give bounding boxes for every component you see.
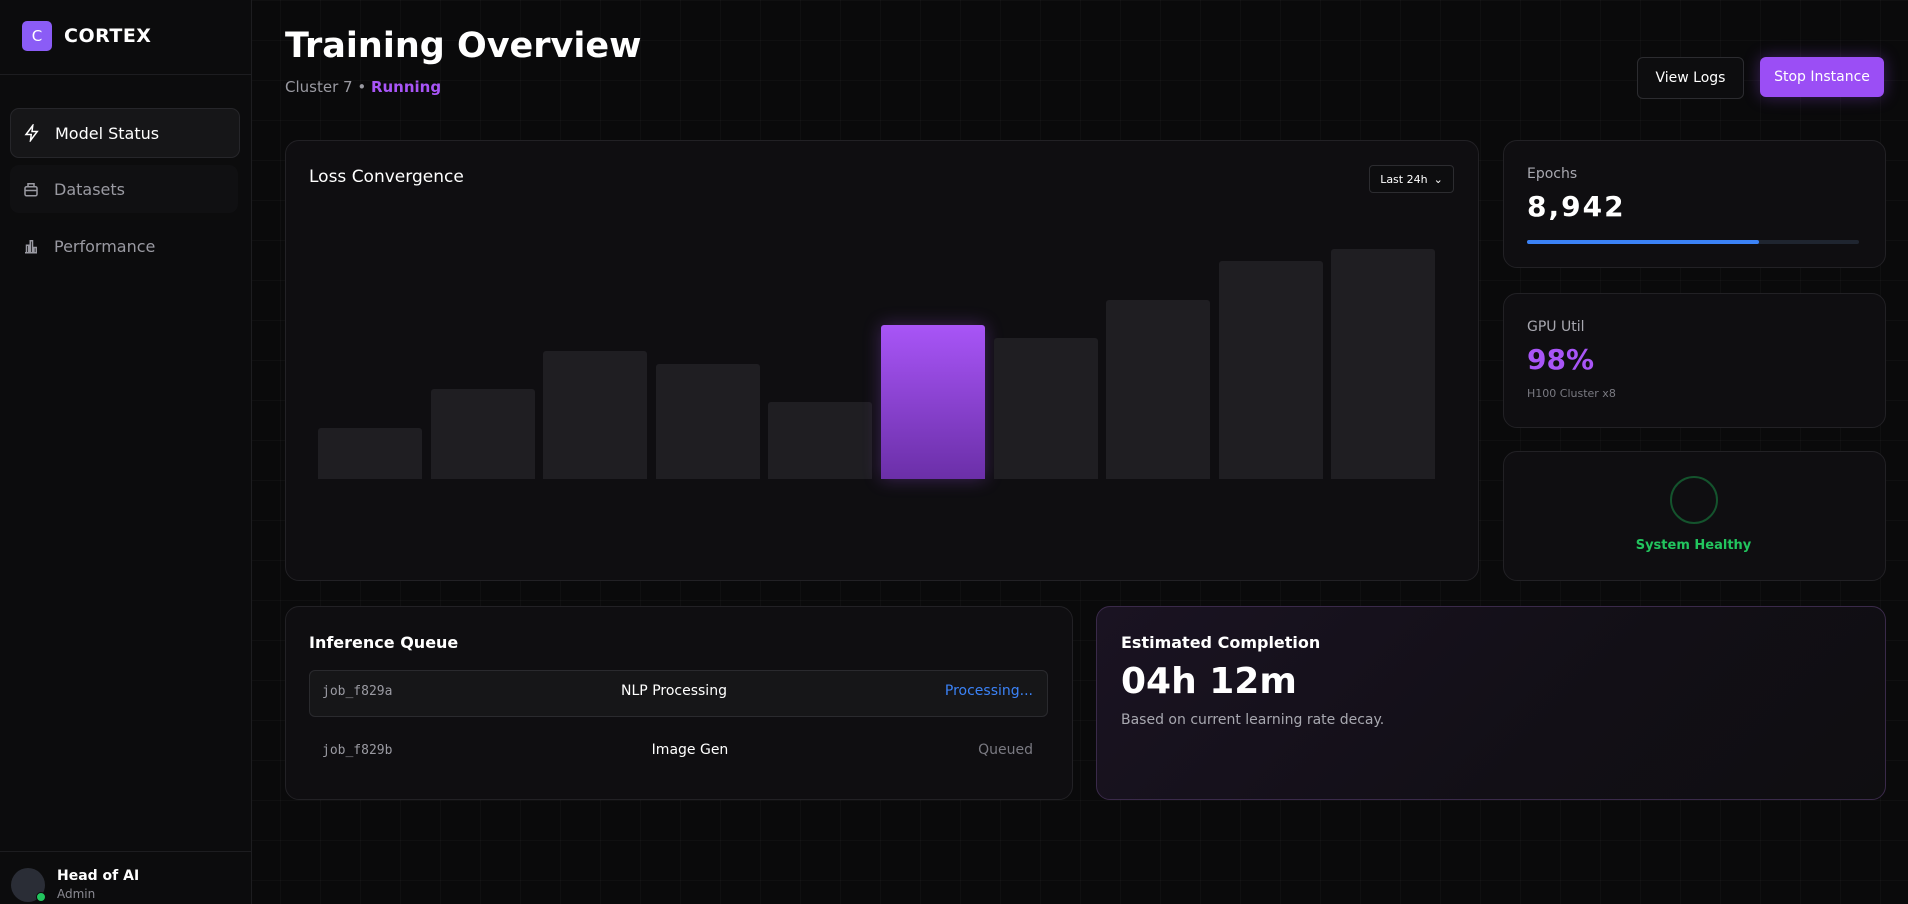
completion-value: 04h 12m xyxy=(1121,661,1297,702)
divider xyxy=(0,851,251,852)
nav-item[interactable]: Model Status xyxy=(10,108,240,158)
bar xyxy=(768,402,873,479)
bar xyxy=(1331,248,1436,479)
status: Running xyxy=(370,78,442,96)
plot-area xyxy=(318,223,1444,479)
completion-card xyxy=(1096,606,1886,800)
button[interactable]: Stop Instance xyxy=(1760,57,1884,97)
metric-value: 98% xyxy=(1527,343,1595,376)
queue-row-bg xyxy=(309,670,1048,717)
completion-note: Based on current learning rate decay. xyxy=(1121,712,1385,728)
nav-label: Model Status xyxy=(55,123,160,143)
button[interactable]: View Logs xyxy=(1637,57,1744,99)
sidebar: C CORTEX Model Status Datasets Performan… xyxy=(0,0,252,904)
job-type: NLP Processing xyxy=(621,683,727,699)
page-title: Training Overview xyxy=(285,26,642,66)
nav-label: Datasets xyxy=(54,179,125,199)
epochs-card xyxy=(1503,140,1886,268)
chart-title: Loss Convergence xyxy=(309,167,464,187)
queue-title: Inference Queue xyxy=(309,633,459,652)
bar xyxy=(993,338,1098,479)
health-ring xyxy=(1670,476,1718,524)
bar xyxy=(543,351,648,479)
metric-sub: H100 Cluster x8 xyxy=(1527,387,1616,400)
job-id: job_f829a xyxy=(322,684,393,699)
progress-track xyxy=(1527,240,1859,244)
logo: C xyxy=(22,21,52,51)
bar xyxy=(1106,299,1211,479)
bar xyxy=(1218,261,1323,479)
health-label: System Healthy xyxy=(1635,538,1752,553)
online-dot xyxy=(36,892,46,902)
select-label: Last 24h xyxy=(1380,172,1428,186)
divider xyxy=(0,74,251,75)
cluster: Cluster 7 • xyxy=(285,78,367,96)
metric-value: 8,942 xyxy=(1527,190,1626,223)
brand-name: CORTEX xyxy=(64,25,152,47)
completion-title: Estimated Completion xyxy=(1121,633,1321,652)
user-name: Head of AI xyxy=(57,868,140,884)
nav-item[interactable]: Datasets xyxy=(10,165,238,213)
range-select[interactable]: Last 24h ⌄ xyxy=(1369,165,1454,193)
gpu-card xyxy=(1503,293,1886,428)
job-id: job_f829b xyxy=(322,743,393,758)
job-type: Image Gen xyxy=(651,742,729,758)
metric-label: Epochs xyxy=(1527,166,1578,182)
nav-label: Performance xyxy=(54,236,156,256)
metric-label: GPU Util xyxy=(1527,319,1585,335)
bar xyxy=(881,325,986,479)
subtitle: Cluster 7 • Running xyxy=(285,78,441,96)
progress-fill xyxy=(1527,240,1760,244)
bar xyxy=(655,363,760,479)
nav-item[interactable]: Performance xyxy=(10,222,238,270)
job-status: Processing... xyxy=(944,683,1033,699)
job-status: Queued xyxy=(978,742,1033,758)
bar xyxy=(430,389,535,479)
bar xyxy=(318,427,423,479)
user-role: Admin xyxy=(57,887,96,901)
